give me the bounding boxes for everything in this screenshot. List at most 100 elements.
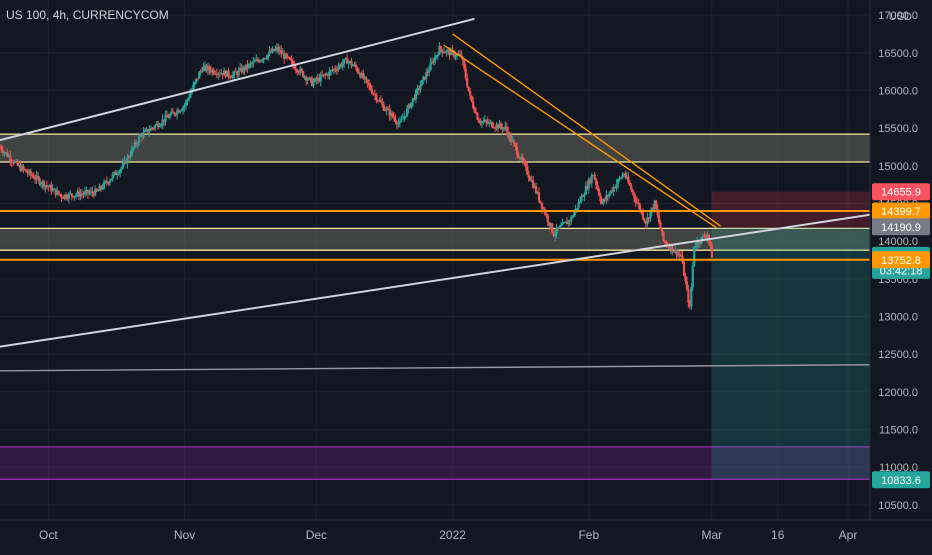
candle-body bbox=[634, 197, 637, 203]
candle-body bbox=[324, 74, 327, 76]
candle-body bbox=[445, 50, 448, 53]
candle-body bbox=[97, 190, 100, 192]
candle-body bbox=[536, 192, 539, 194]
price-label-tag bbox=[872, 471, 930, 489]
candle-body bbox=[31, 174, 34, 177]
candle-body bbox=[583, 194, 586, 198]
candle-body bbox=[58, 193, 62, 196]
candle-body bbox=[234, 71, 237, 73]
candle-body bbox=[523, 161, 526, 164]
candle-body bbox=[501, 126, 504, 130]
candle-body bbox=[129, 155, 132, 158]
candle-body bbox=[372, 93, 375, 95]
candle-body bbox=[88, 192, 91, 194]
x-tick-label: Mar bbox=[701, 528, 722, 542]
candle-body bbox=[404, 116, 407, 118]
candle-body bbox=[309, 77, 312, 79]
candle-body bbox=[546, 215, 549, 223]
candle-body bbox=[174, 114, 177, 116]
candle-body bbox=[208, 66, 211, 71]
candle-body bbox=[180, 110, 183, 112]
candle-body bbox=[57, 190, 60, 194]
candle-body bbox=[378, 100, 381, 102]
candle-body bbox=[464, 68, 467, 79]
candle-body bbox=[244, 64, 248, 71]
candle-body bbox=[394, 118, 397, 123]
candle-body bbox=[488, 122, 491, 124]
candle-body bbox=[154, 125, 157, 128]
candle-body bbox=[85, 189, 88, 192]
candle-body bbox=[293, 64, 296, 69]
candle-body bbox=[675, 249, 678, 256]
candle-body bbox=[515, 146, 519, 155]
candle-body bbox=[609, 190, 612, 194]
candle-body bbox=[409, 104, 412, 108]
candle-body bbox=[261, 60, 264, 62]
candle-body bbox=[491, 122, 494, 128]
candle-body bbox=[20, 166, 24, 171]
candle-body bbox=[164, 115, 167, 122]
candle-body bbox=[230, 77, 233, 79]
candle-body bbox=[79, 193, 82, 197]
candle-body bbox=[493, 127, 497, 129]
candle-body bbox=[542, 208, 545, 210]
candle-body bbox=[510, 134, 513, 142]
candle-body bbox=[647, 217, 650, 220]
candle-body bbox=[72, 195, 75, 198]
candle-body bbox=[132, 147, 135, 149]
price-label-tag bbox=[872, 218, 930, 236]
candle-body bbox=[659, 222, 662, 229]
candle-body bbox=[599, 195, 602, 202]
candle-body bbox=[461, 57, 464, 61]
candle-body bbox=[239, 67, 242, 71]
candle-body bbox=[214, 73, 217, 75]
candle-body bbox=[195, 78, 198, 82]
candle-body bbox=[119, 169, 122, 174]
candle-body bbox=[615, 183, 618, 188]
candle-body bbox=[430, 61, 434, 63]
candle-body bbox=[370, 89, 374, 94]
candle-body bbox=[426, 72, 429, 74]
candle-body bbox=[26, 172, 29, 174]
candle-body bbox=[272, 48, 275, 51]
candle-body bbox=[685, 281, 689, 289]
candle-body bbox=[688, 302, 691, 307]
candle-body bbox=[75, 194, 78, 196]
candle-body bbox=[603, 199, 606, 201]
candle-body bbox=[13, 161, 16, 164]
candle-body bbox=[577, 202, 580, 209]
candle-body bbox=[590, 175, 593, 183]
candle-body bbox=[362, 73, 365, 79]
candle-body bbox=[581, 196, 585, 198]
candle-body bbox=[611, 190, 614, 192]
candle-body bbox=[419, 85, 422, 90]
candle-body bbox=[202, 66, 205, 72]
candle-body bbox=[555, 227, 558, 234]
candle-body bbox=[271, 48, 274, 53]
candle-body bbox=[483, 120, 486, 122]
candle-body bbox=[425, 72, 428, 80]
candle-body bbox=[411, 97, 415, 102]
candle-body bbox=[35, 175, 38, 180]
candle-body bbox=[554, 233, 557, 237]
candle-body bbox=[514, 143, 517, 147]
candle-body bbox=[586, 185, 589, 189]
candle-body bbox=[697, 241, 700, 244]
candle-body bbox=[389, 112, 393, 117]
candle-body bbox=[264, 57, 267, 59]
candle-body bbox=[518, 157, 522, 160]
candle-body bbox=[269, 51, 273, 53]
candle-body bbox=[397, 122, 400, 125]
candle-body bbox=[511, 140, 514, 142]
candle-body bbox=[249, 63, 252, 65]
candle-body bbox=[353, 64, 356, 66]
candle-body bbox=[224, 70, 227, 77]
candle-body bbox=[369, 85, 372, 90]
candle-body bbox=[385, 108, 388, 111]
candle-body bbox=[499, 123, 503, 127]
candle-body bbox=[414, 90, 418, 100]
candle-body bbox=[559, 225, 563, 227]
